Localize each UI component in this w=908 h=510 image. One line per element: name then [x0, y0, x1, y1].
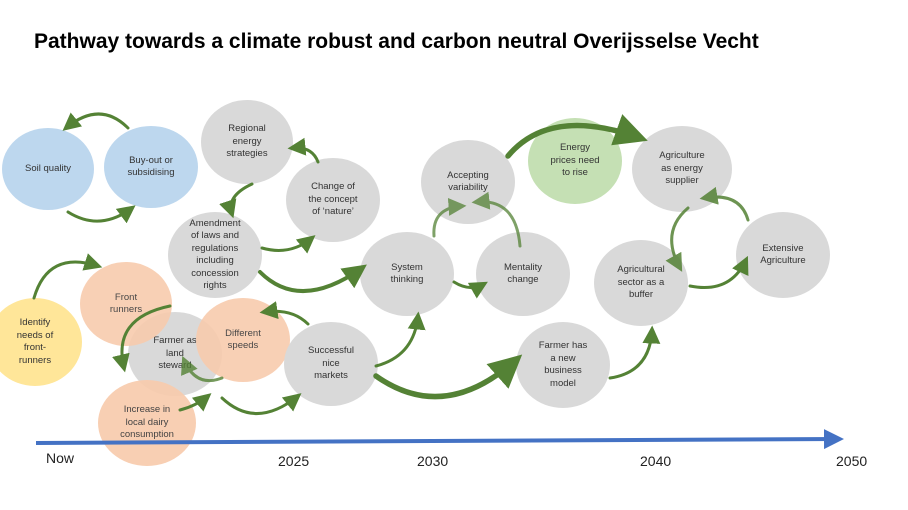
- page-title: Pathway towards a climate robust and car…: [34, 30, 759, 53]
- node-accepting-variability: Accepting variability: [421, 140, 515, 224]
- arrow-buyout-to-soil: [62, 112, 130, 131]
- node-soil-quality: Soil quality: [2, 128, 94, 210]
- arrow-accepting-to-energy-supplier: [505, 114, 648, 159]
- arrow-markets-to-system: [374, 311, 426, 368]
- node-farmer-business: Farmer has a new business model: [516, 322, 610, 408]
- node-change-nature: Change of the concept of ‘nature’: [286, 158, 380, 242]
- arrow-extensive-to-energy: [699, 186, 750, 222]
- arrow-markets-to-speeds: [259, 301, 310, 326]
- arrow-business-to-buffer: [608, 325, 661, 380]
- arrow-to-successful-markets: [220, 393, 302, 415]
- node-regional-energy: Regional energy strategies: [201, 100, 293, 184]
- node-extensive: Extensive Agriculture: [736, 212, 830, 298]
- node-successful-markets: Successful nice markets: [284, 322, 378, 406]
- arrow-markets-to-business: [373, 354, 523, 400]
- timeline-arrow: [35, 429, 844, 450]
- node-buyout: Buy-out or subsidising: [104, 126, 198, 208]
- arrow-system-to-mentality: [452, 280, 488, 299]
- node-system-thinking: System thinking: [360, 232, 454, 316]
- arrow-energy-to-buffer: [665, 206, 690, 272]
- timeline-label-2040: 2040: [640, 453, 672, 469]
- arrow-regional-to-amendment: [219, 182, 254, 219]
- arrow-amendment-to-system: [258, 264, 367, 293]
- node-amendment: Amendment of laws and regulations includ…: [168, 212, 262, 298]
- arrow-front-down: [112, 304, 172, 373]
- arrow-buffer-to-extensive: [688, 255, 749, 289]
- timeline-label-2025: 2025: [278, 453, 310, 469]
- arrow-mentality-to-accepting: [471, 191, 522, 248]
- arrow-amendment-to-nature: [260, 235, 316, 254]
- timeline-label-2030: 2030: [417, 453, 449, 469]
- arrow-dairy-right: [178, 393, 212, 412]
- node-identify: Identify needs of front- runners: [0, 298, 82, 386]
- node-increase-dairy: Increase in local dairy consumption: [98, 380, 196, 466]
- arrow-identify-to-front: [32, 253, 103, 300]
- timeline-label-now: Now: [46, 450, 75, 466]
- arrow-system-to-accepting: [432, 197, 467, 238]
- arrow-soil-to-buyout: [66, 205, 136, 224]
- arrow-speeds-to-front: [181, 355, 224, 383]
- timeline-label-2050: 2050: [836, 453, 868, 469]
- arrow-nature-to-regional: [287, 137, 320, 164]
- node-mentality-change: Mentality change: [476, 232, 570, 316]
